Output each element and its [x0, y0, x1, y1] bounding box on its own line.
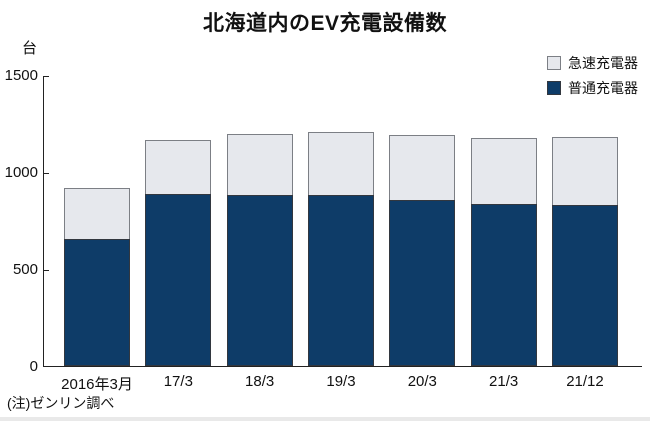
- bar-slot-2016年3月: 2016年3月: [61, 76, 133, 393]
- y-axis-unit-label: 台: [22, 40, 38, 57]
- x-axis-label: 18/3: [245, 373, 275, 390]
- normal-charger-swatch: [547, 81, 561, 95]
- y-tick-label: 1000: [4, 164, 38, 181]
- y-tick-label: 500: [12, 261, 38, 278]
- legend-label: 普通充電器: [568, 80, 638, 96]
- bottom-edge-strip: [0, 417, 650, 421]
- segment-quick-charger: [551, 136, 618, 205]
- segment-normal-charger: [226, 194, 293, 366]
- segment-normal-charger: [145, 193, 212, 366]
- source-note: (注)ゼンリン調べ: [7, 395, 115, 411]
- segment-quick-charger: [64, 188, 130, 240]
- x-axis-label: 17/3: [163, 373, 193, 390]
- quick-charger-swatch: [547, 56, 561, 70]
- segment-quick-charger: [145, 139, 212, 194]
- segment-normal-charger: [389, 199, 456, 366]
- bar-slot-21/3: 21/3: [470, 76, 537, 390]
- bar-slot-20/3: 20/3: [389, 76, 456, 390]
- bar-slot-21/12: 21/12: [551, 76, 618, 390]
- y-tick-mark: [44, 173, 49, 174]
- legend-label: 急速充電器: [568, 55, 638, 71]
- stacked-bar: [307, 132, 374, 366]
- x-axis-label: 21/3: [489, 373, 519, 390]
- x-axis-label: 20/3: [407, 373, 437, 390]
- segment-quick-charger: [226, 134, 293, 195]
- chart-title: 北海道内のEV充電設備数: [202, 12, 447, 35]
- segment-normal-charger: [470, 203, 537, 366]
- stacked-bar: [226, 134, 293, 366]
- bar-slot-19/3: 19/3: [307, 76, 374, 390]
- segment-quick-charger: [389, 134, 456, 200]
- legend-item-normal-charger: 普通充電器: [547, 78, 638, 98]
- x-axis-label: 19/3: [326, 373, 356, 390]
- segment-quick-charger: [307, 132, 374, 195]
- segment-quick-charger: [470, 137, 537, 204]
- stacked-bar: [145, 139, 212, 366]
- segment-normal-charger: [551, 204, 618, 366]
- plot-area: 2016年3月 17/3 18/3 19/3 20/3 21/3 21/12: [43, 76, 642, 393]
- y-tick-mark: [44, 76, 49, 77]
- bar-slot-18/3: 18/3: [226, 76, 293, 390]
- y-axis-labels: 0 500 1000 1500: [0, 68, 40, 375]
- y-tick-label: 0: [29, 358, 38, 375]
- x-axis-label: 21/12: [566, 373, 604, 390]
- stacked-bar: [551, 136, 618, 366]
- bar-slot-17/3: 17/3: [145, 76, 212, 390]
- chart-legend: 急速充電器 普通充電器: [547, 53, 638, 98]
- stacked-bar: [389, 134, 456, 366]
- stacked-bar: [64, 188, 130, 366]
- y-tick-label: 1500: [4, 67, 38, 84]
- segment-normal-charger: [307, 194, 374, 366]
- bar-group: 2016年3月 17/3 18/3 19/3 20/3 21/3 21/12: [44, 76, 642, 393]
- legend-item-quick-charger: 急速充電器: [547, 53, 638, 73]
- segment-normal-charger: [64, 239, 130, 366]
- y-tick-mark: [44, 270, 49, 271]
- stacked-bar: [470, 137, 537, 366]
- x-axis-label: 2016年3月: [61, 376, 133, 393]
